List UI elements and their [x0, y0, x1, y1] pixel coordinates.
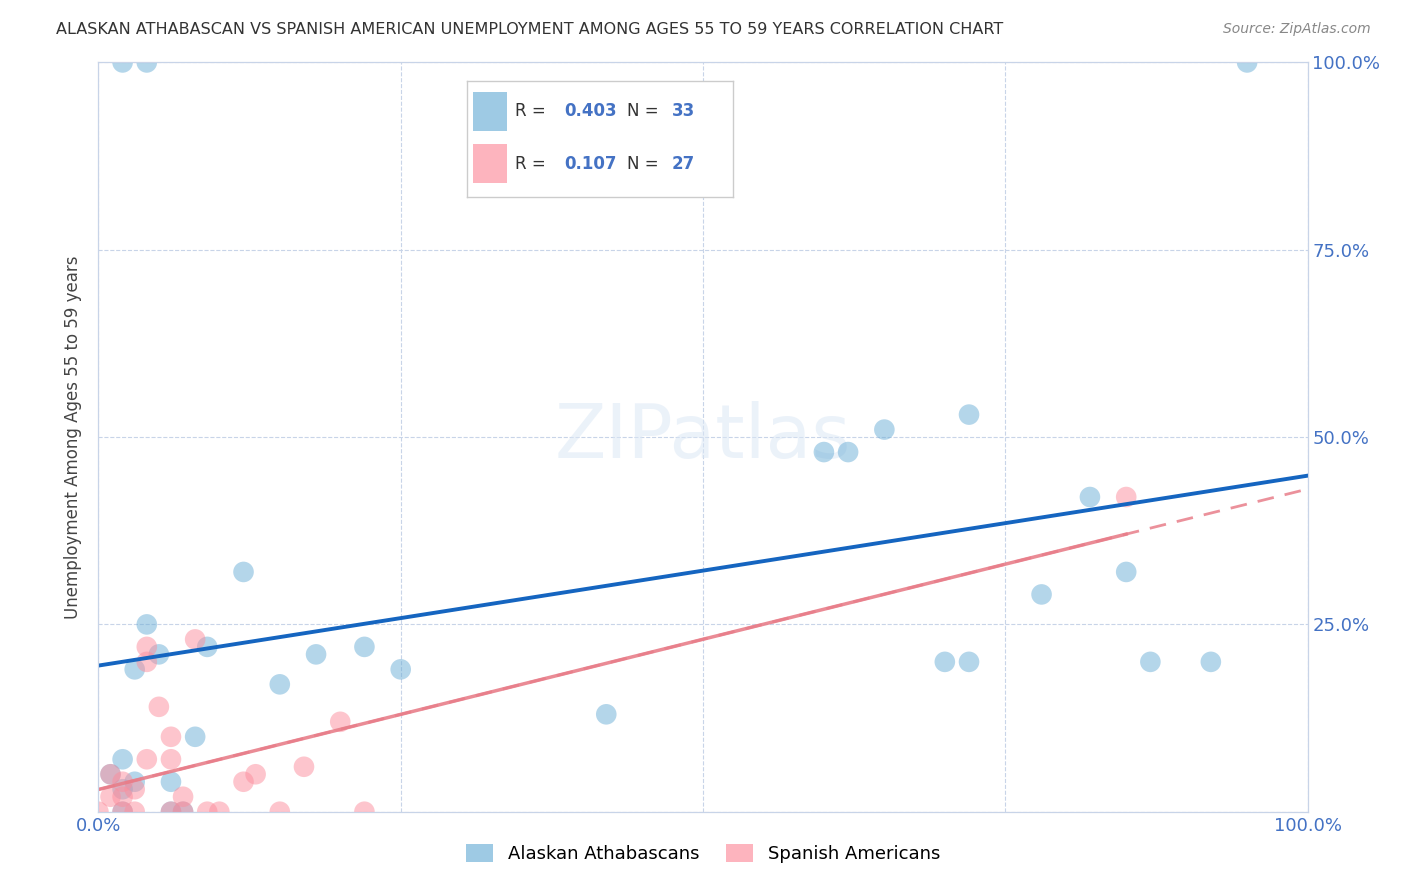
Point [172, 805, 194, 819]
Point [269, 677, 291, 691]
Point [957, 655, 980, 669]
Point [1236, 55, 1258, 70]
Point [1115, 565, 1137, 579]
Legend: Alaskan Athabascans, Spanish Americans: Alaskan Athabascans, Spanish Americans [458, 837, 948, 870]
Point [269, 805, 291, 819]
Point [111, 805, 134, 819]
Point [135, 752, 157, 766]
Point [160, 805, 183, 819]
Point [1115, 490, 1137, 504]
Point [245, 767, 267, 781]
Point [184, 632, 207, 647]
Y-axis label: Unemployment Among Ages 55 to 59 years: Unemployment Among Ages 55 to 59 years [65, 255, 83, 619]
Point [148, 699, 170, 714]
Point [160, 730, 183, 744]
Point [837, 445, 859, 459]
Point [184, 730, 207, 744]
Point [813, 445, 835, 459]
Point [111, 789, 134, 804]
Point [195, 640, 218, 654]
Point [595, 707, 617, 722]
Point [934, 655, 956, 669]
Point [160, 805, 183, 819]
Text: ALASKAN ATHABASCAN VS SPANISH AMERICAN UNEMPLOYMENT AMONG AGES 55 TO 59 YEARS CO: ALASKAN ATHABASCAN VS SPANISH AMERICAN U… [56, 22, 1004, 37]
Point [329, 714, 352, 729]
Point [100, 789, 122, 804]
Point [1078, 490, 1101, 504]
Point [111, 782, 134, 797]
Point [873, 423, 896, 437]
Point [135, 640, 157, 654]
Point [135, 55, 157, 70]
Point [124, 805, 146, 819]
Point [160, 774, 183, 789]
Point [124, 774, 146, 789]
Point [172, 805, 194, 819]
Point [100, 767, 122, 781]
Point [305, 648, 328, 662]
Point [1031, 587, 1053, 601]
Point [353, 640, 375, 654]
Point [353, 805, 375, 819]
Point [160, 752, 183, 766]
Point [111, 55, 134, 70]
Point [148, 648, 170, 662]
Point [232, 565, 254, 579]
Point [1199, 655, 1222, 669]
Point [100, 767, 122, 781]
Point [232, 774, 254, 789]
Text: ZIPatlas: ZIPatlas [555, 401, 851, 474]
Point [124, 662, 146, 676]
Point [957, 408, 980, 422]
Point [292, 760, 315, 774]
Point [111, 752, 134, 766]
Point [208, 805, 231, 819]
Point [135, 655, 157, 669]
Text: Source: ZipAtlas.com: Source: ZipAtlas.com [1223, 22, 1371, 37]
Point [195, 805, 218, 819]
Point [172, 789, 194, 804]
Point [124, 782, 146, 797]
Point [1139, 655, 1161, 669]
Point [135, 617, 157, 632]
Point [111, 774, 134, 789]
Point [389, 662, 412, 676]
Point [111, 805, 134, 819]
Point [87, 805, 110, 819]
